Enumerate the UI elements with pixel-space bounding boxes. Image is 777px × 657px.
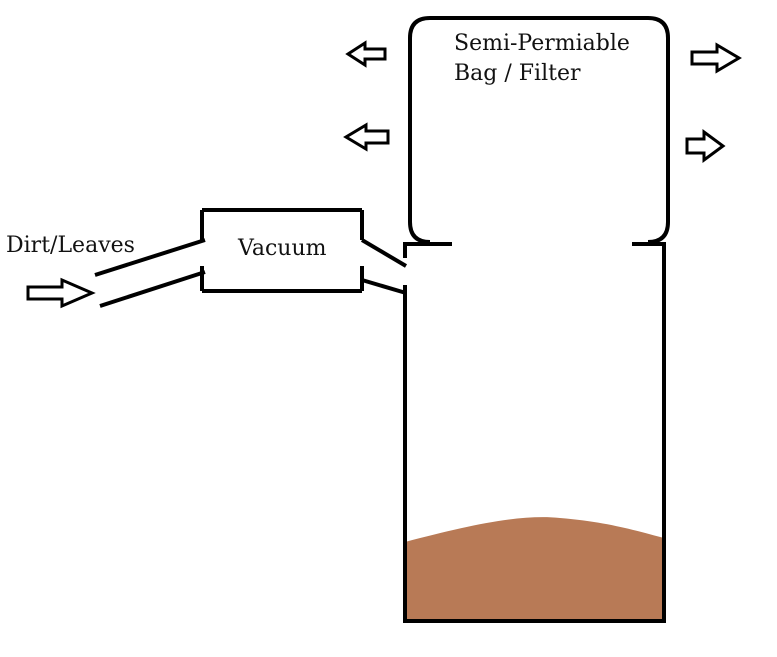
vacuum-label: Vacuum [237, 236, 327, 261]
outflow-right-top-arrow-icon [690, 42, 742, 74]
bag-label-line1: Semi-Permiable [454, 31, 630, 56]
intake-hose-top [94, 238, 206, 277]
outflow-left-bottom-arrow-icon [343, 122, 390, 152]
filter-bag [408, 16, 670, 244]
outlet-hose-bottom [361, 278, 407, 295]
vacuum-box [200, 208, 364, 293]
outlet-hose-top [360, 238, 408, 268]
dirt-pile [405, 517, 664, 620]
collection-bin [403, 242, 666, 623]
inflow-arrow-icon [26, 277, 96, 309]
dirt-leaves-label: Dirt/Leaves [6, 233, 135, 258]
bag-label-line2: Bag / Filter [454, 61, 581, 86]
outflow-left-top-arrow-icon [345, 40, 387, 68]
outflow-right-bottom-arrow-icon [685, 129, 726, 163]
intake-hose-bottom [99, 270, 206, 308]
